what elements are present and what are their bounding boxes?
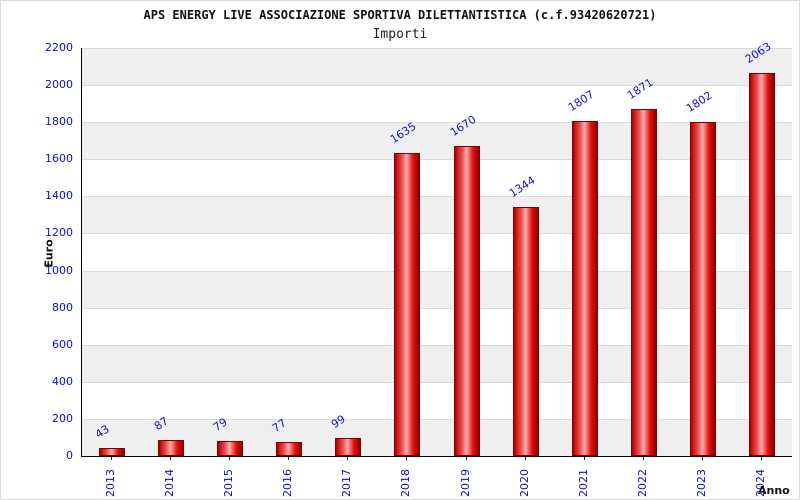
- x-tick-mark: [110, 456, 112, 460]
- background-band: [82, 233, 792, 271]
- gridline: [82, 233, 792, 235]
- chart-title: APS ENERGY LIVE ASSOCIAZIONE SPORTIVA DI…: [143, 8, 657, 22]
- y-tick-label: 800: [52, 300, 73, 314]
- chart-subtitle: Importi: [372, 27, 428, 42]
- background-band: [82, 381, 792, 419]
- y-tick-label: 600: [52, 337, 73, 351]
- x-tick-label: 2017: [340, 469, 354, 497]
- background-band: [82, 48, 792, 86]
- x-tick-mark: [228, 456, 230, 460]
- x-tick-label: 2024: [754, 469, 768, 497]
- bar-2022: [631, 109, 658, 456]
- x-tick-label: 2015: [221, 469, 235, 497]
- bar-2018: [394, 152, 421, 456]
- x-tick-label: 2023: [695, 469, 709, 497]
- background-band: [82, 159, 792, 197]
- gridline: [82, 344, 792, 346]
- bar-2020: [512, 206, 539, 456]
- x-tick-mark: [465, 456, 467, 460]
- y-tick-label: 1800: [45, 115, 73, 129]
- x-tick-label: 2016: [281, 469, 295, 497]
- x-tick-label: 2022: [636, 469, 650, 497]
- background-band: [82, 344, 792, 382]
- x-tick-mark: [524, 456, 526, 460]
- plot-area: 43 87 79 77 99 1635 1670 1344 1807 1871 1802 2063: [81, 40, 792, 457]
- gridline: [82, 122, 792, 124]
- x-tick-label: 2021: [576, 469, 590, 497]
- x-tick-mark: [583, 456, 585, 460]
- y-tick-label: 0: [66, 449, 73, 462]
- y-tick-label: 1400: [45, 189, 73, 203]
- bar-2019: [453, 146, 480, 456]
- bar-2021: [571, 120, 598, 456]
- x-tick-mark: [347, 456, 349, 460]
- bar-2023: [690, 121, 717, 456]
- x-tick-mark: [288, 456, 290, 460]
- x-tick-mark: [169, 456, 171, 460]
- y-tick-label: 2000: [45, 78, 73, 92]
- bar-2024: [749, 73, 776, 456]
- background-band: [82, 122, 792, 160]
- gridline: [82, 307, 792, 309]
- x-axis-label: Anno: [758, 484, 790, 497]
- gridline: [82, 48, 792, 49]
- y-tick-label: 1600: [45, 152, 73, 166]
- y-tick-label: 400: [52, 374, 73, 388]
- y-tick-label: 1200: [45, 226, 73, 240]
- bar-2016: [276, 441, 303, 456]
- x-tick-label: 2019: [458, 469, 472, 497]
- y-tick-label: 1000: [45, 263, 73, 277]
- gridline: [82, 196, 792, 198]
- y-tick-label: 2200: [45, 41, 73, 54]
- x-tick-mark: [702, 456, 704, 460]
- x-tick-label: 2014: [162, 469, 176, 497]
- bar-2013: [98, 448, 125, 456]
- x-tick-label: 2020: [517, 469, 531, 497]
- x-tick-label: 2013: [103, 469, 117, 497]
- gridline: [82, 418, 792, 420]
- x-tick-mark: [643, 456, 645, 460]
- gridline: [82, 381, 792, 383]
- x-tick-mark: [761, 456, 763, 460]
- x-tick-label: 2018: [399, 469, 413, 497]
- bar-2015: [216, 441, 243, 456]
- y-tick-label: 200: [52, 411, 73, 425]
- bar-2017: [335, 437, 362, 456]
- gridline: [82, 85, 792, 87]
- gridline: [82, 270, 792, 272]
- background-band: [82, 418, 792, 456]
- background-band: [82, 270, 792, 308]
- background-band: [82, 196, 792, 234]
- background-band: [82, 307, 792, 345]
- bar-2014: [157, 439, 184, 456]
- x-tick-mark: [406, 456, 408, 460]
- background-band: [82, 85, 792, 123]
- gridline: [82, 159, 792, 161]
